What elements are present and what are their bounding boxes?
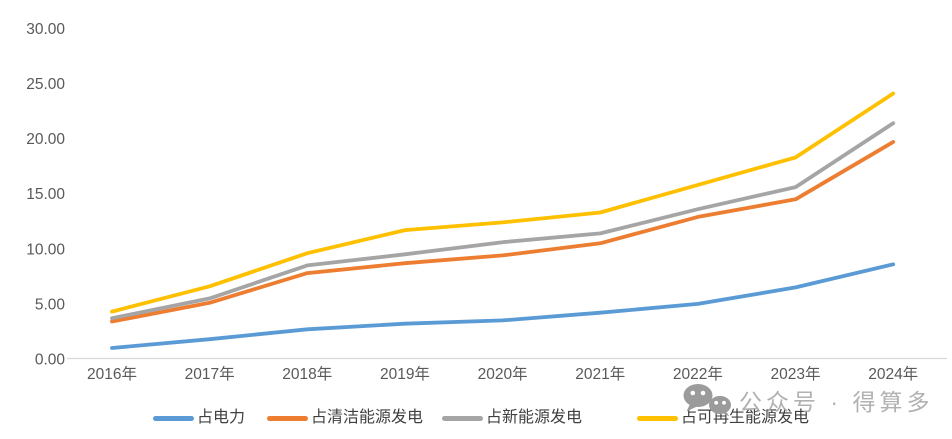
legend-label: 占新能源发电 (486, 409, 583, 426)
legend-item-kezaisheng: 占可再生能源发电 (637, 404, 809, 432)
y-axis-tick-label: 5.00 (35, 296, 66, 313)
legend-line-swatch-blue (153, 415, 194, 421)
chart-legend: 占电力 占清洁能源发电 占新能源发电 占可再生能源发电 (0, 404, 952, 434)
legend-label: 占可再生能源发电 (681, 409, 810, 426)
y-axis-tick-label: 0.00 (35, 352, 66, 369)
series-line-占电力 (110, 262, 896, 350)
y-axis-tick-label: 20.00 (26, 131, 65, 148)
series-line-占可再生能源发电 (110, 91, 896, 314)
x-axis-tick-label: 2021年 (575, 365, 625, 383)
series-line-占清洁能源发电 (110, 140, 896, 324)
legend-item-dianli: 占电力 (153, 404, 245, 432)
x-axis-tick-label: 2024年 (868, 365, 918, 383)
legend-item-qingjie: 占清洁能源发电 (267, 404, 423, 432)
legend-label: 占电力 (197, 409, 246, 426)
y-axis-tick-label: 25.00 (26, 76, 65, 93)
x-axis-tick-label: 2019年 (380, 365, 430, 383)
x-axis-tick-label: 2017年 (185, 365, 235, 383)
y-axis-tick-label: 15.00 (26, 186, 65, 203)
x-axis-tick-label: 2016年 (87, 365, 137, 383)
x-axis-tick-label: 2018年 (282, 365, 332, 383)
legend-line-swatch-yellow (637, 415, 678, 421)
legend-line-swatch-gray (442, 415, 483, 421)
legend-item-xinnengyuan: 占新能源发电 (442, 404, 582, 432)
y-axis-tick-label: 30.00 (26, 21, 65, 38)
series-line-占新能源发电 (110, 121, 896, 321)
x-axis-tick-label: 2022年 (673, 365, 723, 383)
y-axis-tick-label: 10.00 (26, 241, 65, 258)
legend-line-swatch-orange (267, 415, 308, 421)
x-axis-tick-label: 2020年 (478, 365, 528, 383)
legend-label: 占清洁能源发电 (311, 409, 424, 426)
x-axis-tick-label: 2023年 (771, 365, 821, 383)
